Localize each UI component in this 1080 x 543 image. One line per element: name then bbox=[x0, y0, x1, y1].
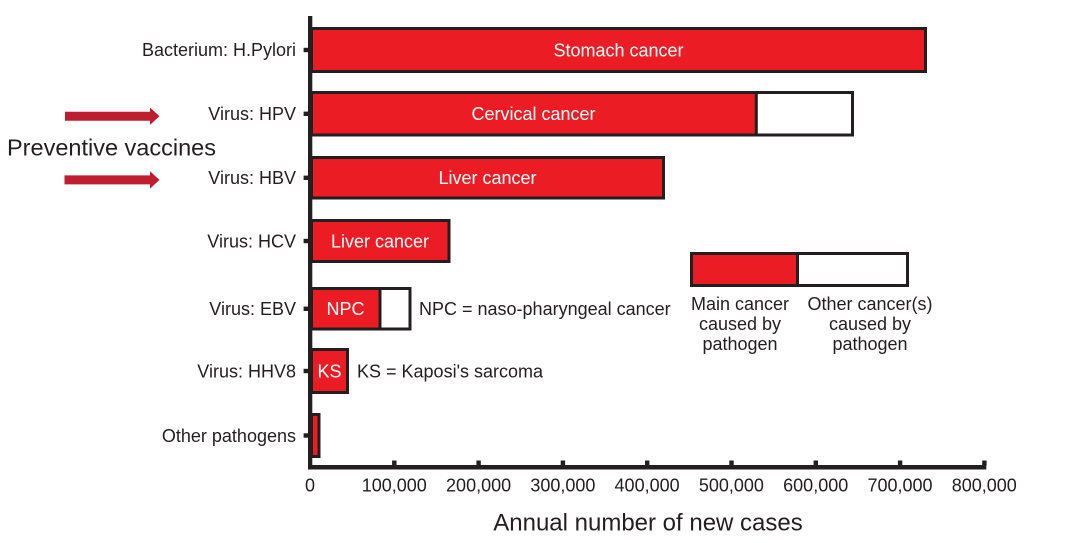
svg-text:Virus: EBV: Virus: EBV bbox=[209, 299, 296, 319]
svg-text:KS = Kaposi's sarcoma: KS = Kaposi's sarcoma bbox=[357, 362, 544, 382]
svg-text:NPC = naso-pharyngeal cancer: NPC = naso-pharyngeal cancer bbox=[419, 299, 671, 319]
svg-text:500,000: 500,000 bbox=[699, 476, 764, 496]
svg-text:600,000: 600,000 bbox=[783, 476, 848, 496]
svg-text:Annual number of new cases: Annual number of new cases bbox=[493, 510, 803, 537]
svg-text:200,000: 200,000 bbox=[446, 476, 511, 496]
svg-text:KS: KS bbox=[317, 362, 341, 382]
svg-text:Bacterium: H.Pylori: Bacterium: H.Pylori bbox=[142, 40, 296, 60]
svg-text:Preventive vaccines: Preventive vaccines bbox=[7, 135, 216, 161]
svg-text:pathogen: pathogen bbox=[702, 334, 777, 354]
svg-text:Virus: HCV: Virus: HCV bbox=[207, 231, 296, 251]
svg-text:Cervical cancer: Cervical cancer bbox=[471, 104, 595, 124]
svg-text:pathogen: pathogen bbox=[832, 334, 907, 354]
svg-text:Other cancer(s): Other cancer(s) bbox=[807, 294, 932, 314]
svg-text:Virus: HHV8: Virus: HHV8 bbox=[197, 362, 296, 382]
svg-text:caused by: caused by bbox=[699, 314, 781, 334]
svg-text:Virus: HBV: Virus: HBV bbox=[208, 168, 296, 188]
svg-text:Other pathogens: Other pathogens bbox=[162, 426, 296, 446]
svg-text:NPC: NPC bbox=[326, 299, 364, 319]
svg-text:100,000: 100,000 bbox=[362, 476, 427, 496]
svg-text:700,000: 700,000 bbox=[867, 476, 932, 496]
svg-text:400,000: 400,000 bbox=[615, 476, 680, 496]
svg-text:0: 0 bbox=[305, 476, 315, 496]
svg-text:Main cancer: Main cancer bbox=[691, 294, 789, 314]
svg-text:800,000: 800,000 bbox=[952, 476, 1017, 496]
svg-text:300,000: 300,000 bbox=[530, 476, 595, 496]
svg-text:Virus: HPV: Virus: HPV bbox=[208, 104, 296, 124]
svg-text:Liver cancer: Liver cancer bbox=[438, 168, 536, 188]
svg-text:caused by: caused by bbox=[829, 314, 911, 334]
svg-text:Stomach cancer: Stomach cancer bbox=[553, 41, 683, 61]
svg-text:Liver cancer: Liver cancer bbox=[331, 232, 429, 252]
